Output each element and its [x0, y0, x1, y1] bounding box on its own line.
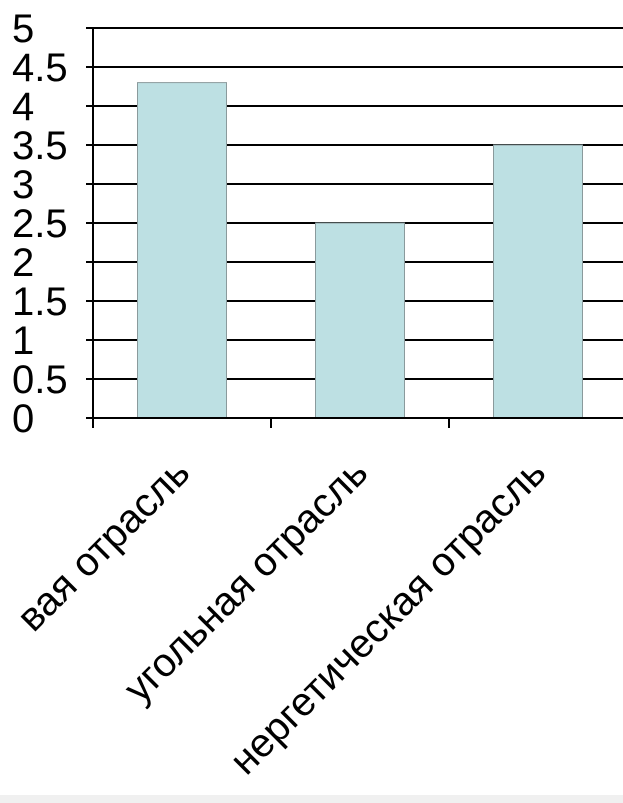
- y-tick-label: 3: [12, 163, 34, 207]
- y-tick-label: 3.5: [12, 124, 68, 168]
- y-tick-label: 2: [12, 241, 34, 285]
- y-tick-label: 1.5: [12, 280, 68, 324]
- y-tick-label: 4.5: [12, 46, 68, 90]
- y-tick-label: 2.5: [12, 202, 68, 246]
- axes: [86, 27, 623, 428]
- y-tick-label: 0.5: [12, 358, 68, 402]
- y-tick-label: 5: [12, 7, 34, 51]
- x-category-label: нергетическая отрасль: [222, 450, 555, 783]
- y-tick-label: 0: [12, 397, 34, 441]
- bar: [137, 82, 227, 419]
- y-tick-label: 1: [12, 319, 34, 363]
- bar: [493, 144, 583, 419]
- y-tick-label: 4: [12, 85, 34, 129]
- x-category-label: вая отрасль: [9, 450, 199, 640]
- bar: [315, 222, 405, 419]
- bars: [137, 82, 583, 419]
- bottom-edge: [0, 795, 623, 803]
- y-tick-labels: 00.511.522.533.544.55: [12, 7, 68, 441]
